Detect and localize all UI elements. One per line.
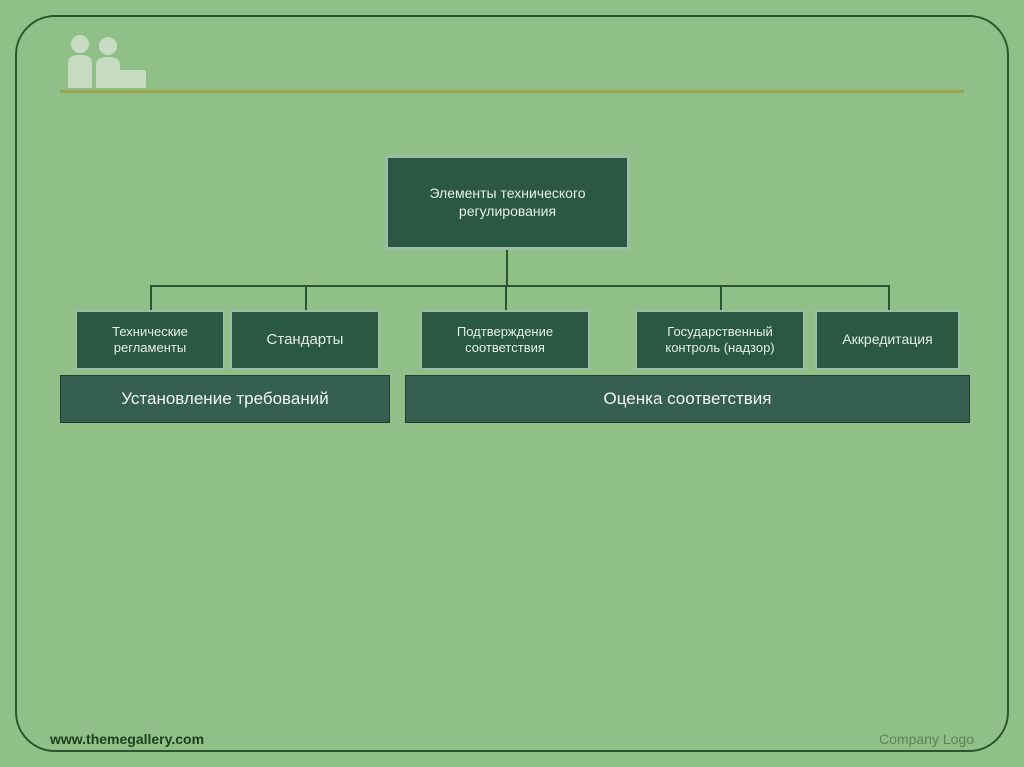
header-divider [60, 90, 964, 93]
people-silhouette-icon [50, 30, 150, 90]
connector-d3 [505, 285, 507, 310]
node-tech-reglament: Технические регламенты [75, 310, 225, 370]
group-assessment: Оценка соответствия [405, 375, 970, 423]
connector-bus [150, 285, 890, 287]
connector-trunk [506, 250, 508, 285]
node-standards: Стандарты [230, 310, 380, 370]
node-conformity-confirmation: Подтверждение соответствия [420, 310, 590, 370]
connector-d2 [305, 285, 307, 310]
node-state-control: Государственный контроль (надзор) [635, 310, 805, 370]
group-requirements: Установление требований [60, 375, 390, 423]
footer-url: www.themegallery.com [50, 731, 204, 747]
node-root: Элементы технического регулирования [385, 155, 630, 250]
slide-canvas: Установление требований Оценка соответст… [0, 0, 1024, 767]
footer-company-logo-text: Company Logo [879, 731, 974, 747]
connector-d4 [720, 285, 722, 310]
connector-d1 [150, 285, 152, 310]
connector-d5 [888, 285, 890, 310]
node-accreditation: Аккредитация [815, 310, 960, 370]
